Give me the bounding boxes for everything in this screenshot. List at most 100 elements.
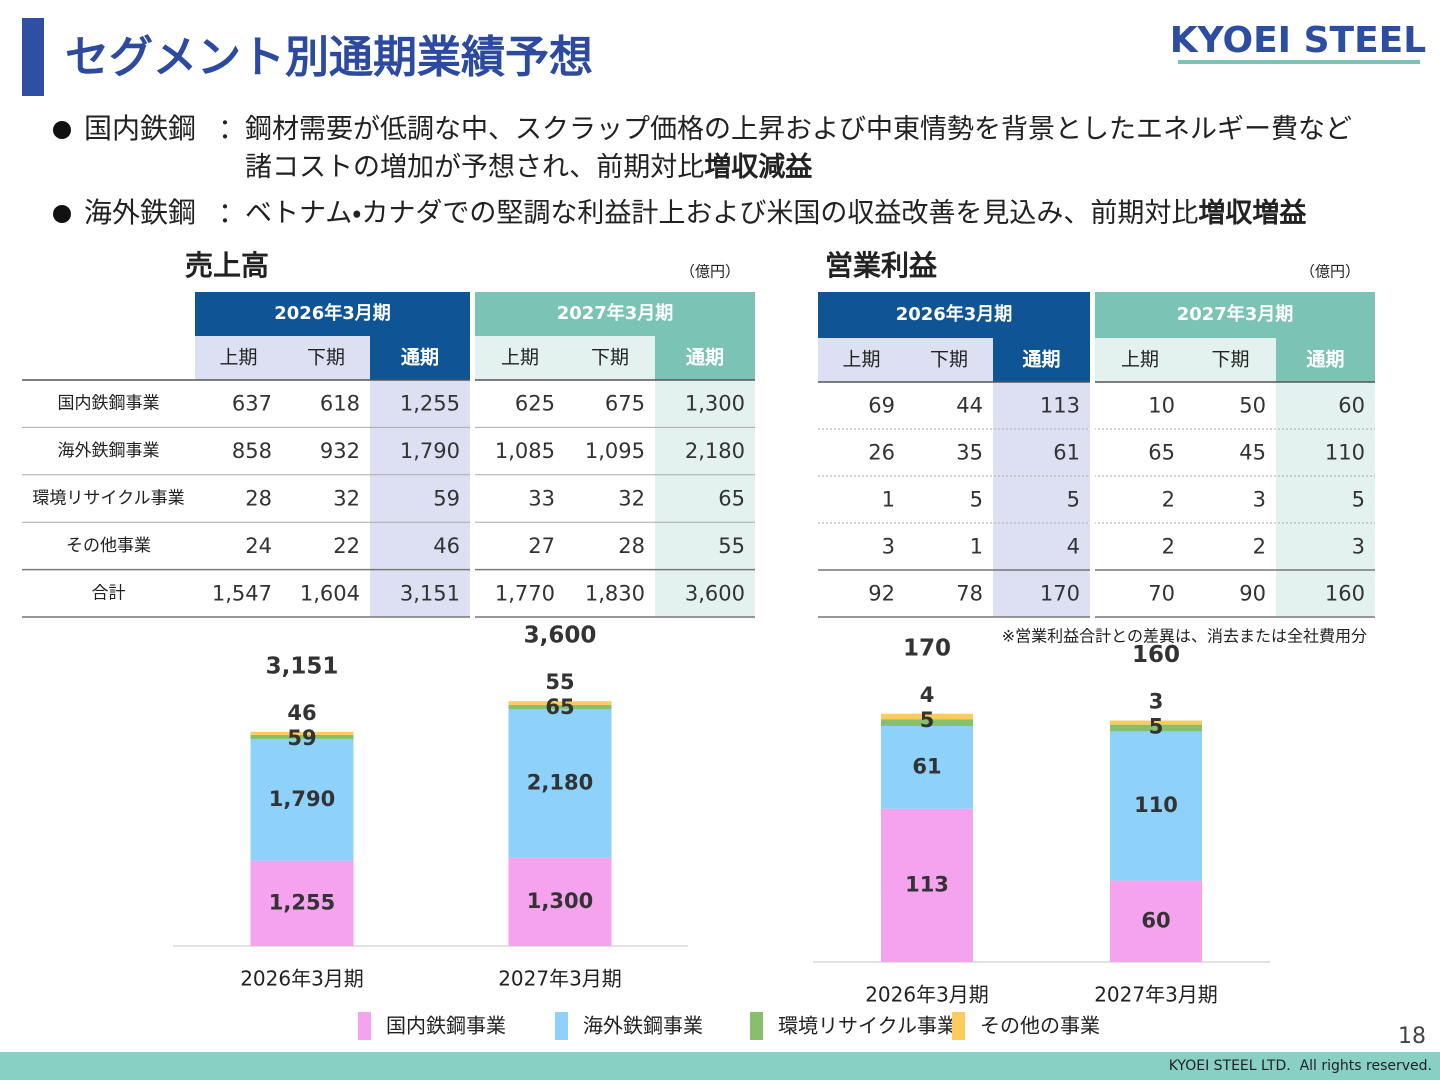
footnote: ※営業利益合計との差異は、消去または全社費用分: [1002, 627, 1367, 646]
row-label: 海外鉄鋼事業: [58, 441, 160, 461]
table-cell: 24: [245, 534, 272, 558]
bullet-label: 海外鉄鋼: [84, 196, 196, 229]
table-cell: 2: [1162, 535, 1175, 559]
column-label: 通期: [401, 347, 439, 369]
table-cell: 3: [882, 535, 895, 559]
bar-segment: [1110, 720, 1202, 725]
legend-swatch: [555, 1012, 568, 1040]
bullet-text: ベトナム・カナダでの堅調な利益計上および米国の収益改善を見込み、前期対比増収増益: [245, 197, 1307, 229]
table-cell: 65: [1148, 441, 1175, 465]
table-cell: 1,547: [212, 581, 272, 605]
column-label: 下期: [591, 347, 629, 369]
bar-segment: [250, 860, 354, 946]
subheader-total: [993, 338, 1090, 382]
category-label: 2026年3月期: [865, 983, 989, 1007]
subheader: [1095, 338, 1276, 382]
bar-segment: [881, 725, 973, 809]
category-label: 2027年3月期: [498, 967, 622, 991]
table-cell: 1,300: [685, 392, 745, 416]
table-cell: 1,085: [495, 439, 555, 463]
bar-segment: [881, 713, 973, 720]
table-cell: 1: [882, 488, 895, 512]
table-cell: 932: [320, 439, 360, 463]
page-title: セグメント別通期業績予想: [65, 32, 593, 83]
group-gap: [1090, 292, 1095, 619]
column-label: 通期: [686, 347, 724, 369]
table-cell: 858: [232, 439, 272, 463]
column-label: 下期: [307, 347, 345, 369]
segment-label: 1,300: [527, 889, 593, 913]
bar-segment: [1110, 880, 1202, 962]
bullet-emphasis: 増収増益: [1198, 197, 1307, 229]
column-label: 通期: [1306, 349, 1344, 371]
table-cell: 5: [1352, 488, 1365, 512]
bar-segment: [508, 704, 612, 710]
row-label: 国内鉄鋼事業: [58, 394, 160, 414]
legend-label: その他の事業: [980, 1014, 1100, 1038]
bullet-dot: [53, 121, 71, 139]
column-label: 上期: [1121, 349, 1159, 371]
segment-label: 4: [920, 683, 935, 707]
table-cell: 3,151: [400, 581, 460, 605]
segment-label: 55: [545, 670, 574, 694]
total-column: [370, 380, 470, 617]
row-label: その他事業: [66, 536, 151, 556]
period-label: 2026年3月期: [896, 303, 1013, 325]
column-label: 通期: [1022, 349, 1060, 371]
segment-label: 46: [287, 701, 316, 725]
legend-label: 海外鉄鋼事業: [583, 1014, 703, 1038]
table-cell: 1,604: [300, 581, 360, 605]
subheader-total: [370, 336, 470, 380]
column-label: 上期: [842, 349, 880, 371]
table-cell: 28: [245, 487, 272, 511]
bullet-dot: [53, 205, 71, 223]
table-cell: 35: [956, 441, 983, 465]
copyright: KYOEI STEEL LTD. All rights reserved.: [1169, 1058, 1432, 1074]
segment-label: 5: [1149, 715, 1164, 739]
footer-band: [0, 1052, 1440, 1080]
table-cell: 1,770: [495, 581, 555, 605]
table-cell: 675: [605, 392, 645, 416]
column-label: 下期: [1211, 349, 1249, 371]
table-cell: 28: [618, 534, 645, 558]
subheader-total: [655, 336, 755, 380]
row-label: 合計: [92, 583, 126, 603]
bar-segment: [508, 701, 612, 705]
category-label: 2026年3月期: [240, 967, 364, 991]
bullet-line: 諸コストの増加が予想され、前期対比: [245, 152, 704, 183]
segment-label: 5: [920, 708, 935, 732]
table-cell: 32: [333, 487, 360, 511]
bullet-text: 諸コストの増加が予想され、前期対比増収減益: [245, 151, 813, 183]
subheader: [818, 338, 993, 382]
bullet-label: 国内鉄鋼: [84, 112, 196, 145]
segment-label: 1,790: [269, 787, 335, 811]
bar-segment: [508, 709, 612, 858]
total-column: [655, 380, 755, 617]
table-cell: 45: [1239, 441, 1266, 465]
subheader-total: [1276, 338, 1375, 382]
table-cell: 113: [1040, 394, 1080, 418]
table-cell: 10: [1148, 394, 1175, 418]
table-cell: 90: [1239, 582, 1266, 606]
bar-segment: [250, 731, 354, 735]
segment-label: 2,180: [527, 770, 593, 794]
table-cell: 625: [515, 392, 555, 416]
total-column: [993, 382, 1090, 617]
bar-segment: [250, 738, 354, 861]
segment-label: 59: [287, 726, 316, 750]
table-cell: 92: [868, 582, 895, 606]
bullet-line: 鋼材需要が低調な中、スクラップ価格の上昇および中東情勢を背景としたエネルギー費な…: [245, 114, 1352, 145]
table-cell: 1,830: [585, 581, 645, 605]
table-cell: 170: [1040, 582, 1080, 606]
table-cell: 110: [1325, 441, 1365, 465]
table-cell: 2,180: [685, 439, 745, 463]
title-bar: [22, 18, 44, 96]
total-label: 170: [903, 635, 951, 661]
segment-label: 110: [1134, 793, 1178, 817]
table-cell: 32: [618, 487, 645, 511]
table-cell: 637: [232, 392, 272, 416]
subheader: [195, 336, 370, 380]
table-cell: 3: [1253, 488, 1266, 512]
table-cell: 1: [970, 535, 983, 559]
bar-segment: [250, 734, 354, 739]
